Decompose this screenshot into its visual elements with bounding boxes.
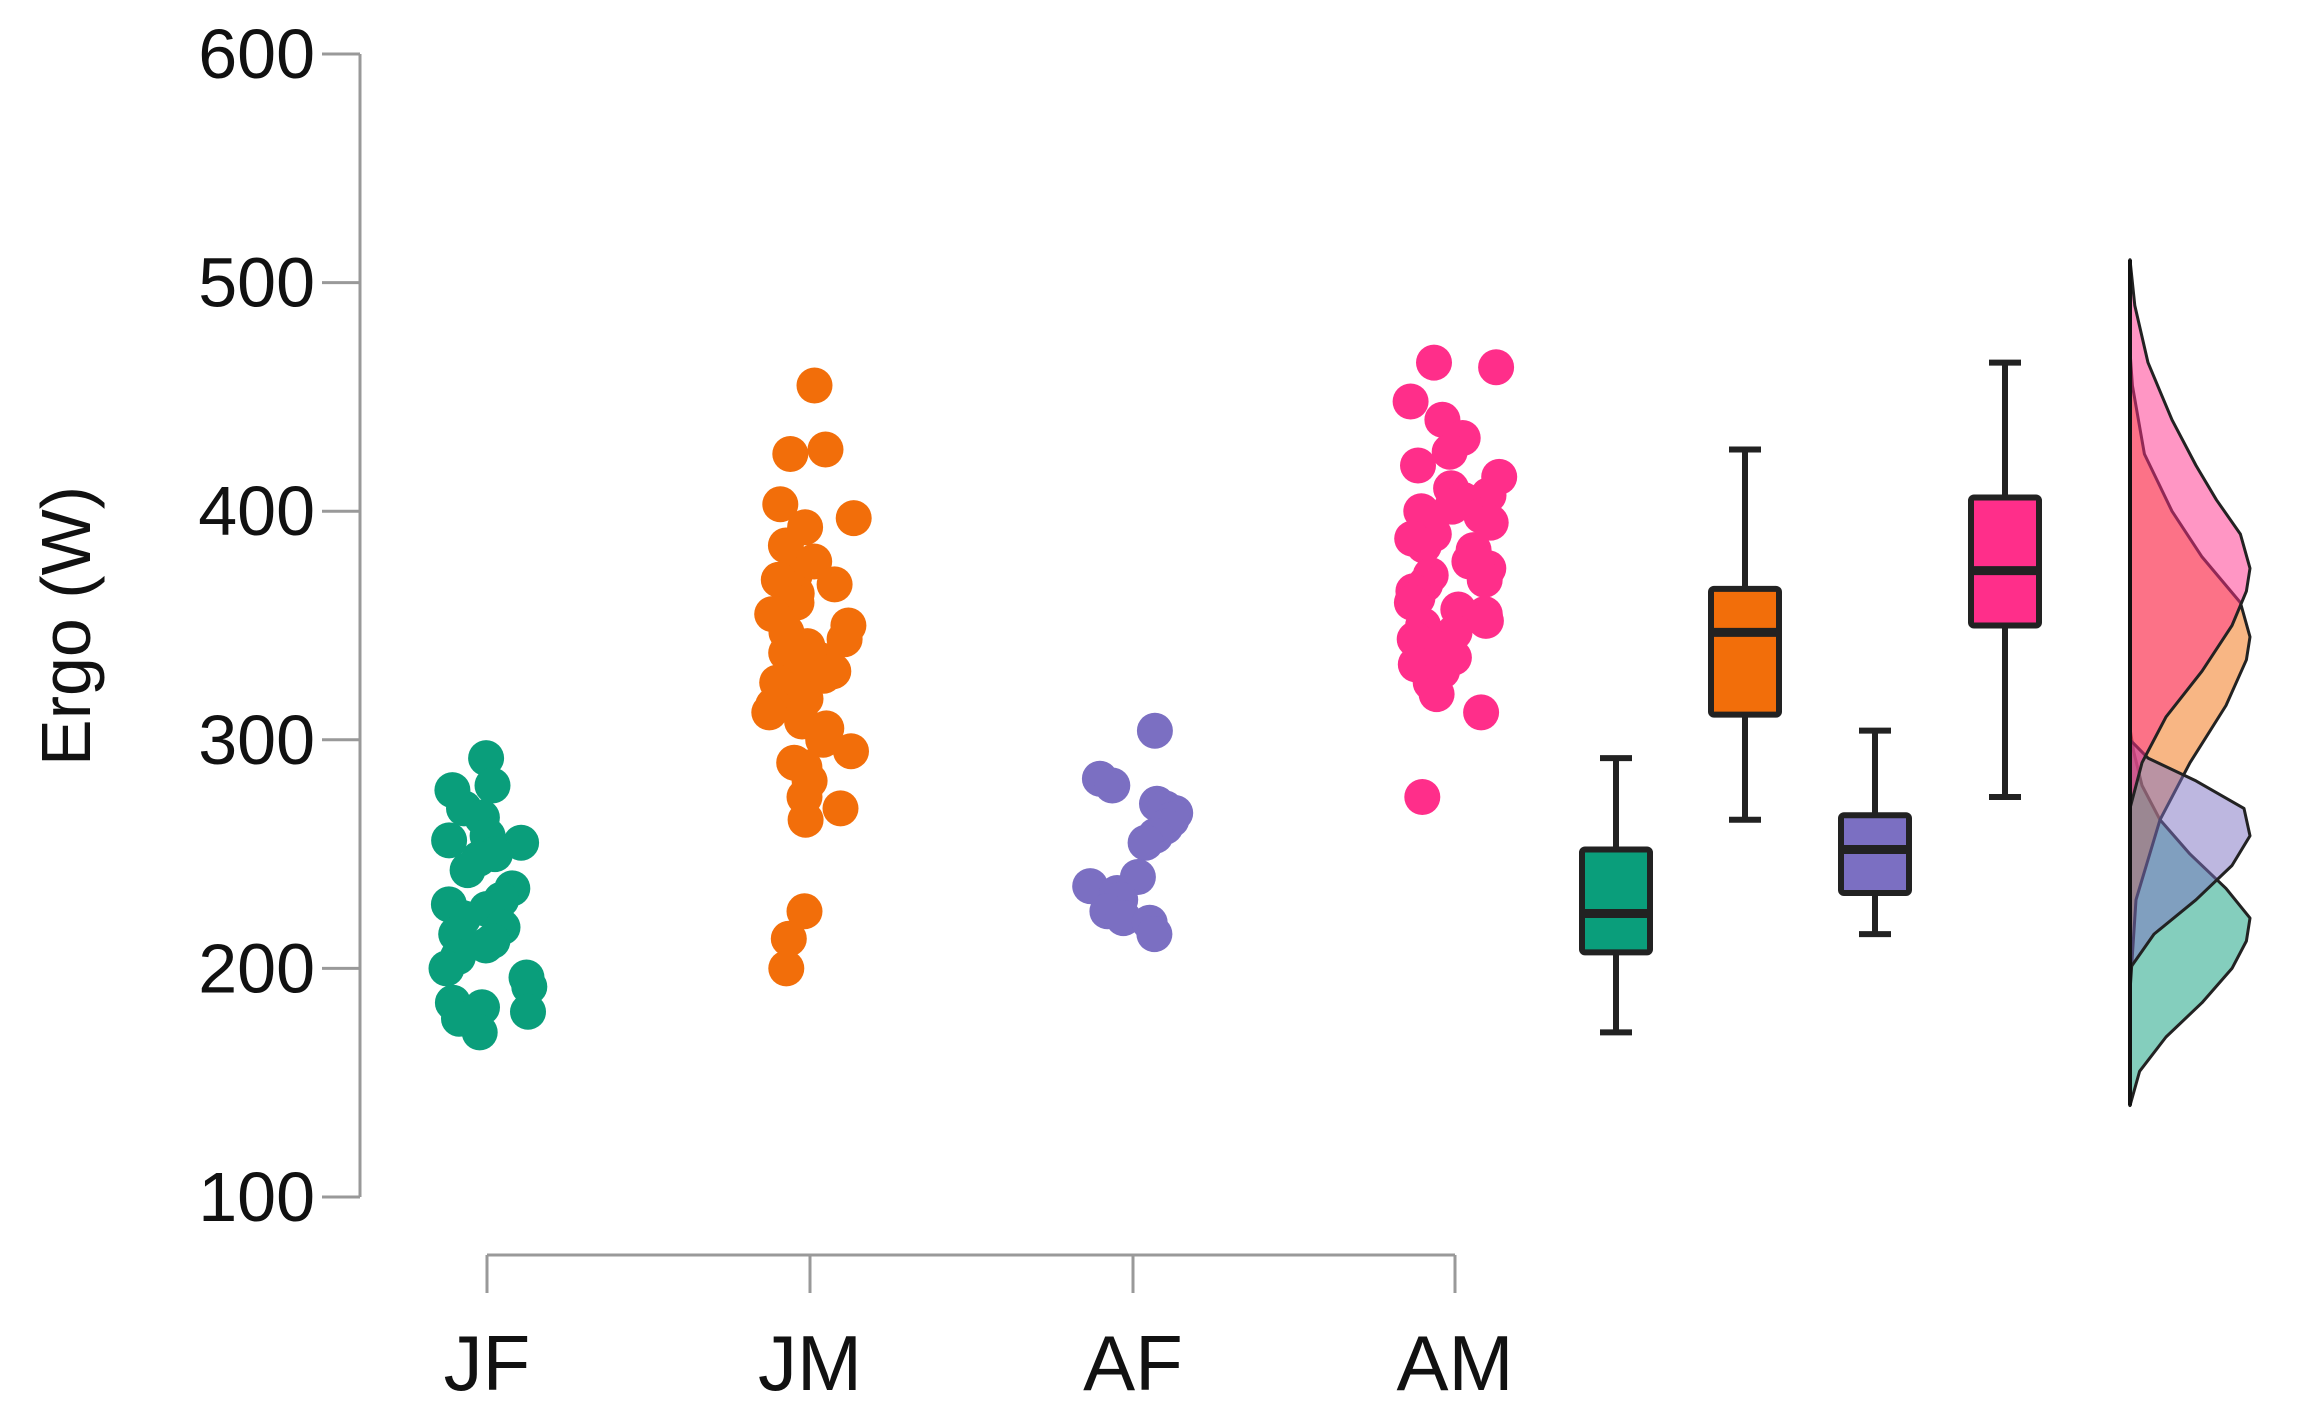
point-JF [468,740,505,777]
y-tick-label: 500 [198,244,315,322]
x-tick-label: AF [1083,1319,1183,1407]
point-AM [1463,694,1500,731]
y-axis-title: Ergo (W) [27,486,105,766]
point-JM [762,486,799,523]
point-AF [1136,712,1173,749]
label-layer: 100 200 300 400 500 600 Ergo (W) JF JM AF AM [27,15,1514,1407]
point-AM [1467,602,1504,639]
point-AF [1127,824,1164,861]
point-AM [1404,779,1441,815]
point-JM [770,920,807,957]
density-layer [2128,258,2252,1108]
point-AM [1416,344,1452,381]
point-JM [786,893,823,930]
density-AM [2128,258,2252,810]
point-JM [826,621,863,658]
y-tick-label: 200 [198,929,315,1007]
point-JM [772,436,809,472]
axes-layer [322,52,1457,1293]
box-AM [1968,494,2042,629]
point-JM [833,733,869,770]
boxplot-layer [1579,359,2042,1036]
point-AM [1478,349,1515,386]
point-JM [835,500,872,537]
point-AM [1472,504,1509,541]
y-tick-label: 300 [198,701,315,779]
point-JF [467,927,504,964]
point-JM [768,950,805,987]
y-tick-label: 400 [198,472,315,550]
point-AM [1434,488,1471,525]
point-AF [1094,767,1131,804]
point-AM [1418,676,1455,713]
box-JM [1708,585,1782,718]
point-JF [474,767,511,804]
point-AM [1400,447,1436,484]
point-JM [816,566,853,603]
point-AM [1405,527,1442,564]
point-JF [428,950,465,987]
x-tick-label: AM [1397,1319,1514,1407]
point-AM [1466,561,1503,598]
point-JF [510,993,546,1030]
y-tick-label: 600 [198,15,315,93]
x-tick-label: JM [758,1319,862,1407]
point-JM [751,694,788,731]
point-JM [822,790,859,827]
points-layer [428,344,1518,1051]
point-JF [449,852,486,889]
x-tick-label: JF [444,1319,531,1407]
point-JM [796,367,833,404]
point-JM [767,527,804,564]
point-JM [807,431,844,468]
point-AF [1072,868,1109,905]
point-JM [787,801,824,838]
point-JF [431,822,468,859]
y-tick-label: 100 [198,1158,315,1236]
point-AF [1136,916,1173,953]
box-JF [1579,846,1653,956]
box-AF [1838,812,1912,896]
point-AM [1431,433,1468,470]
point-JM [805,721,842,758]
point-JF [461,1014,498,1051]
point-AM [1392,383,1429,420]
